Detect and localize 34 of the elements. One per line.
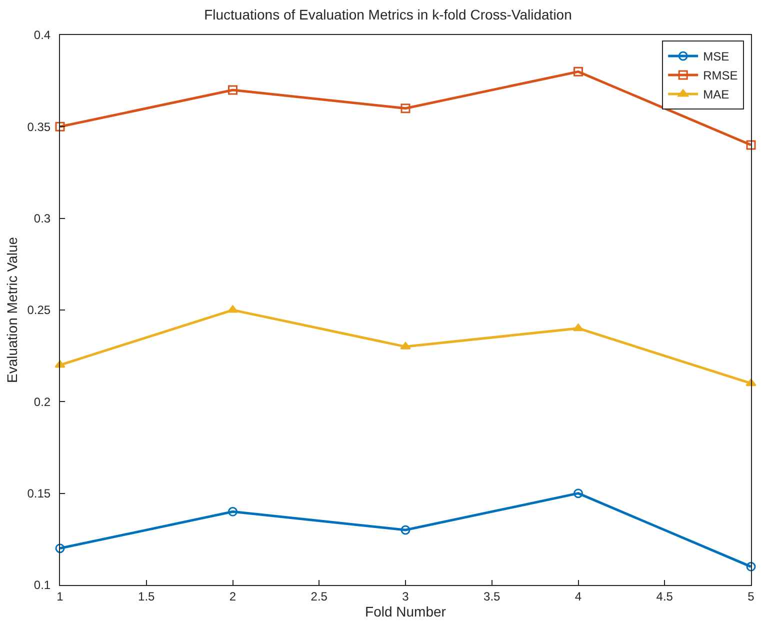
y-axis-title: Evaluation Metric Value: [4, 236, 20, 384]
point: [400, 104, 410, 114]
point: [55, 544, 65, 554]
point: [228, 85, 238, 95]
point: [746, 140, 756, 150]
point: [400, 525, 410, 535]
point: [574, 66, 583, 76]
y-tick-label: 0.1: [34, 578, 51, 592]
x-axis-title: Fold Number: [365, 604, 446, 620]
point: [400, 342, 411, 350]
x-tick-label: 1.5: [138, 589, 156, 604]
x-tick-label: 3: [402, 589, 410, 604]
x-tick-label: 4: [574, 589, 582, 604]
point: [746, 562, 756, 572]
point: [54, 360, 66, 368]
legend-label: RMSE: [703, 68, 738, 83]
y-tick-label: 0.15: [27, 486, 51, 501]
x-tick-label: 4.5: [656, 589, 674, 604]
point: [574, 488, 583, 498]
point: [55, 122, 65, 132]
legend-label: MAE: [703, 88, 730, 102]
x-tick-label: 5: [748, 589, 755, 604]
y-tick-label: 0.25: [27, 303, 51, 318]
legend-label: MSE: [703, 50, 730, 64]
x-tick-label: 2.5: [310, 589, 328, 604]
y-tick-label: 0.2: [34, 394, 51, 409]
y-tick-label: 0.35: [27, 120, 51, 134]
y-tick-label: 0.3: [34, 212, 51, 226]
x-tick-label: 3.5: [484, 589, 501, 604]
y-tick-label: 0.4: [34, 28, 51, 42]
point: [228, 506, 238, 516]
x-tick-label: 2: [229, 589, 236, 604]
chart-title: Fluctuations of Evaluation Metrics in k-fold Cross-Validation: [204, 6, 572, 22]
x-tick-label: 1: [56, 589, 64, 604]
